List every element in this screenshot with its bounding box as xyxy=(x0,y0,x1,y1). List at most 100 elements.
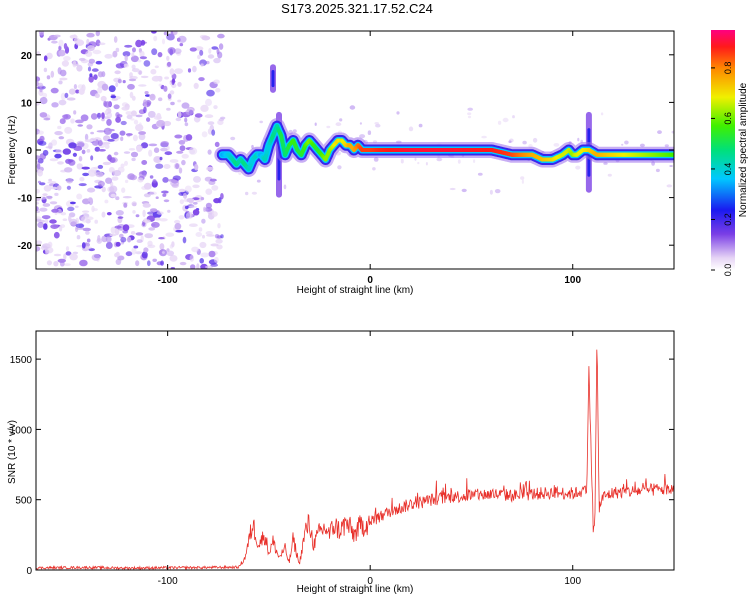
noise-dot xyxy=(179,145,186,152)
noise-dot xyxy=(213,198,221,204)
noise-dot xyxy=(214,234,220,239)
noise-dot xyxy=(166,55,170,61)
noise-dot xyxy=(122,196,132,199)
noise-dot xyxy=(115,241,121,247)
faint-dot xyxy=(467,115,472,119)
x-tick-label: -100 xyxy=(158,275,178,286)
y-tick-label: 500 xyxy=(15,496,32,507)
noise-dot xyxy=(218,43,224,50)
noise-dot xyxy=(186,212,192,220)
noise-dot xyxy=(97,71,104,78)
colorbar-label: Normalized spectral amplitude xyxy=(738,82,749,217)
noise-dot xyxy=(42,203,51,207)
noise-dot xyxy=(58,99,67,106)
noise-dot xyxy=(87,187,96,193)
noise-dot xyxy=(213,79,220,85)
noise-dot xyxy=(115,116,121,123)
snr-content xyxy=(36,349,674,570)
noise-dot xyxy=(106,212,112,216)
noise-dot xyxy=(199,258,204,264)
noise-dot xyxy=(166,61,172,67)
faint-dot xyxy=(621,143,624,146)
noise-dot xyxy=(113,36,118,43)
noise-dot xyxy=(101,211,106,218)
noise-dot xyxy=(91,68,99,72)
noise-dot xyxy=(77,124,83,127)
noise-dot xyxy=(167,93,172,99)
noise-dot xyxy=(130,231,136,235)
faint-dot xyxy=(326,125,331,129)
snr-y-label: SNR (10 * v/v) xyxy=(7,420,18,484)
noise-dot xyxy=(106,111,112,119)
faint-dot xyxy=(408,126,414,132)
noise-dot xyxy=(192,65,197,73)
noise-dot xyxy=(43,223,48,230)
noise-dot xyxy=(106,118,112,126)
noise-dot xyxy=(36,206,39,212)
noise-dot xyxy=(87,197,93,202)
x-tick-label: 0 xyxy=(367,275,373,286)
noise-dot xyxy=(185,134,193,141)
noise-dot xyxy=(174,68,184,74)
y-tick-label: 1500 xyxy=(10,355,33,366)
noise-dot xyxy=(156,211,164,215)
faint-dot xyxy=(664,144,669,148)
noise-dot xyxy=(185,108,194,116)
noise-dot xyxy=(42,193,48,197)
noise-dot xyxy=(36,216,42,223)
noise-dot xyxy=(36,202,39,205)
noise-dot xyxy=(105,235,112,243)
noise-dot xyxy=(94,93,100,99)
noise-dot xyxy=(47,181,57,184)
noise-dot xyxy=(63,43,68,50)
noise-dot xyxy=(142,203,151,208)
noise-dot xyxy=(111,98,118,101)
y-tick-label: -20 xyxy=(18,241,33,252)
noise-dot xyxy=(204,114,214,119)
noise-dot xyxy=(124,179,129,184)
noise-dot xyxy=(66,97,76,101)
noise-dot xyxy=(131,157,136,162)
faint-dot xyxy=(414,157,417,161)
faint-dot xyxy=(666,184,673,188)
noise-dot xyxy=(81,149,86,155)
noise-dot xyxy=(109,233,117,237)
noise-dot xyxy=(127,83,135,90)
faint-dot xyxy=(553,143,560,147)
noise-dot xyxy=(166,248,170,252)
noise-dot xyxy=(43,185,52,192)
noise-dot xyxy=(113,170,121,177)
noise-dot xyxy=(152,179,157,184)
noise-dot xyxy=(177,81,182,87)
faint-dot xyxy=(600,112,604,116)
noise-dot xyxy=(201,218,206,224)
noise-dot xyxy=(171,241,175,248)
noise-dot xyxy=(73,84,77,90)
noise-dot xyxy=(133,119,139,125)
noise-dot xyxy=(199,49,204,56)
noise-dot xyxy=(127,173,135,180)
noise-dot xyxy=(192,201,198,205)
noise-dot xyxy=(37,158,44,164)
noise-dot xyxy=(162,177,169,183)
noise-dot xyxy=(44,218,49,225)
noise-dot xyxy=(136,145,143,153)
noise-dot xyxy=(88,75,94,83)
noise-dot xyxy=(204,207,213,212)
x-tick-label: 100 xyxy=(564,576,581,587)
noise-dot xyxy=(87,45,95,52)
noise-dot xyxy=(123,202,128,208)
noise-dot xyxy=(150,68,157,75)
noise-dot xyxy=(100,95,107,102)
noise-dot xyxy=(38,140,47,146)
noise-dot xyxy=(72,60,77,68)
noise-dot xyxy=(97,180,105,187)
noise-dot xyxy=(49,158,59,162)
noise-dot xyxy=(174,48,182,54)
faint-dot xyxy=(522,140,527,145)
noise-dot xyxy=(84,133,89,141)
faint-dot xyxy=(374,122,380,125)
noise-dot xyxy=(55,149,62,155)
noise-dot xyxy=(50,70,55,78)
